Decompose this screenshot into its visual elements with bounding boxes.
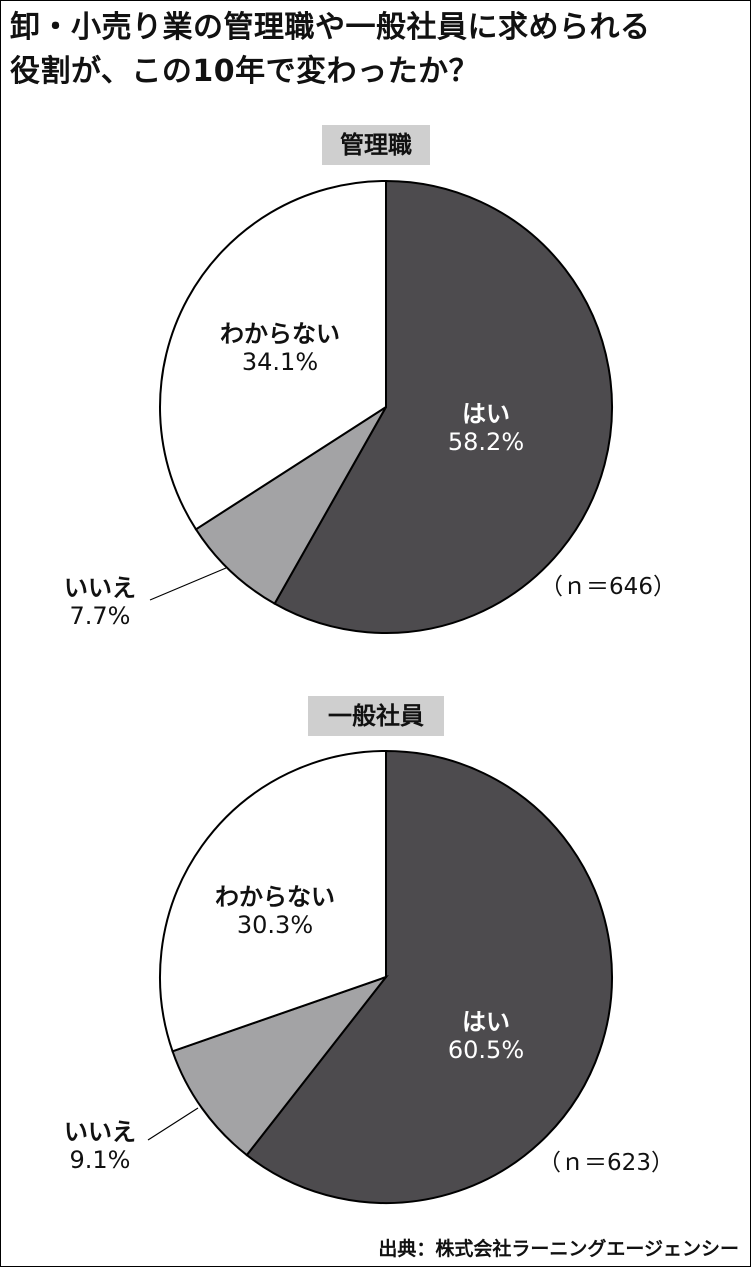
chart-2-title: 一般社員 (308, 696, 444, 736)
chart-1-slice-2-label: いいえ 7.7% (64, 574, 136, 630)
chart-1-slice-3 (159, 179, 387, 531)
source-note: 出典：株式会社ラーニングエージェンシー (378, 1238, 739, 1260)
title-line-1: 卸・小売り業の管理職や一般社員に求められる (10, 10, 651, 45)
chart-2-sample-size: （ｎ＝623） (538, 1150, 674, 1176)
chart-2-slice-1-label: はい 60.5% (448, 1008, 524, 1064)
chart-1-slice-1-label: はい 58.2% (448, 400, 524, 456)
chart-2-slice-2 (171, 974, 389, 1157)
chart-2-slice-1 (245, 749, 613, 1204)
chart-2-leader-line (147, 1107, 199, 1141)
chart-2-slice-3-label: わからない 30.3% (215, 883, 335, 939)
chart-2-slice-2-label: いいえ 9.1% (64, 1118, 136, 1174)
chart-1-title: 管理職 (322, 125, 430, 165)
chart-1-slice-2 (194, 406, 387, 606)
figure-title: 卸・小売り業の管理職や一般社員に求められる 役割が、この10年で変わったか？ (10, 6, 745, 94)
chart-2-slice-3 (159, 749, 387, 1053)
chart-1-leader-line (149, 567, 227, 601)
title-line-2: 役割が、この10年で変わったか？ (10, 54, 480, 89)
chart-1-slice-1 (273, 179, 613, 634)
chart-1-sample-size: （ｎ＝646） (540, 574, 676, 600)
chart-1-slice-3-label: わからない 34.1% (220, 320, 340, 376)
